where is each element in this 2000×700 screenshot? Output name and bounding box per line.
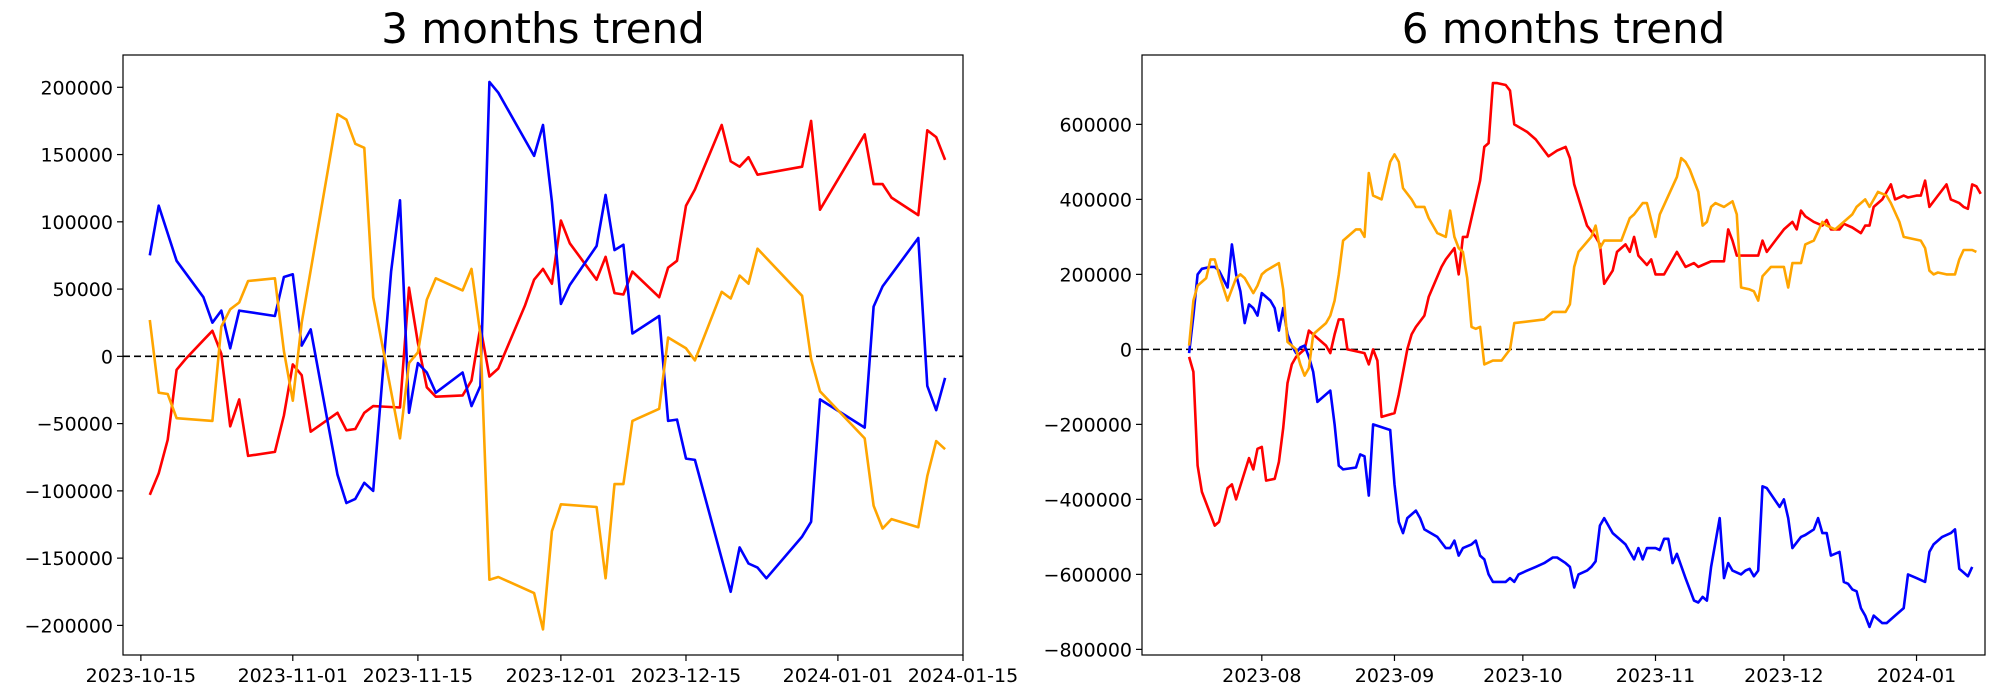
plot-frame	[1141, 54, 1986, 656]
chart-3-months: 3 months trend 200000 150000 100000 50000 0 −5…	[25, 4, 1019, 687]
x-tick-label: 2023-10-15	[86, 665, 196, 687]
series-line-1	[148, 80, 947, 594]
y-tick-label: 200000	[1059, 264, 1132, 286]
chart-title: 6 months trend	[1402, 4, 1726, 53]
chart-title: 3 months trend	[381, 4, 705, 53]
y-tick-label: −50000	[37, 414, 113, 436]
x-tick-label: 2023-12-01	[506, 665, 616, 687]
y-tick-label: 200000	[40, 77, 113, 99]
x-tick-label: 2023-10	[1483, 665, 1562, 687]
y-tick-label: 400000	[1059, 189, 1132, 211]
y-tick-label: −600000	[1044, 564, 1132, 586]
x-tick-label: 2023-12-15	[631, 665, 741, 687]
series-line-2	[1187, 153, 1977, 377]
series-line-1	[1187, 243, 1974, 629]
x-tick-label: 2024-01	[1877, 665, 1956, 687]
y-tick-label: −150000	[25, 548, 113, 570]
x-tick-label: 2023-11-15	[363, 665, 473, 687]
series-line-2	[148, 112, 946, 631]
series-line-0	[148, 119, 947, 496]
y-tick-label: 50000	[53, 279, 113, 301]
y-tick-label: 0	[1120, 339, 1132, 361]
x-tick-label: 2024-01-15	[908, 665, 1018, 687]
y-tick-label: 150000	[40, 145, 113, 167]
y-tick-label: −100000	[25, 481, 113, 503]
y-tick-label: −200000	[25, 615, 113, 637]
x-tick-label: 2023-09	[1355, 665, 1434, 687]
x-tick-label: 2023-08	[1222, 665, 1301, 687]
y-tick-label: −200000	[1044, 414, 1132, 436]
plot-frame	[122, 54, 964, 656]
x-tick-label: 2024-01-01	[783, 665, 893, 687]
x-tick-label: 2023-12	[1744, 665, 1823, 687]
x-tick-label: 2023-11-01	[238, 665, 348, 687]
y-tick-label: 0	[101, 346, 113, 368]
series-line-0	[1187, 81, 1982, 527]
y-tick-label: 100000	[40, 212, 113, 234]
y-tick-label: −800000	[1044, 639, 1132, 661]
chart-6-months: 6 months trend 600000 400000 200000 0 −200000…	[1044, 4, 1986, 687]
y-tick-label: 600000	[1059, 114, 1132, 136]
x-tick-label: 2023-11	[1616, 665, 1695, 687]
y-tick-label: −400000	[1044, 489, 1132, 511]
